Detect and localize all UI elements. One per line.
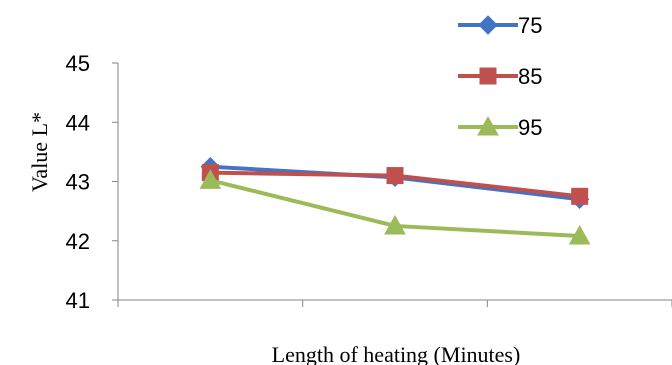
y-tick-label: 42 bbox=[66, 229, 90, 254]
legend: 75 85 95 bbox=[458, 13, 542, 140]
legend-item-85: 85 bbox=[458, 64, 542, 89]
legend-marker bbox=[478, 15, 498, 35]
legend-item-95: 95 bbox=[458, 115, 542, 140]
data-point bbox=[568, 224, 591, 245]
legend-label: 95 bbox=[518, 115, 542, 140]
data-point bbox=[386, 167, 404, 185]
y-tick-label: 44 bbox=[66, 110, 90, 135]
x-axis-title: Length of heating (Minutes) bbox=[272, 342, 521, 365]
y-tick-label: 45 bbox=[66, 51, 90, 76]
y-axis: 41 42 43 44 45 bbox=[66, 51, 119, 313]
data-point bbox=[384, 214, 406, 235]
series-layer bbox=[199, 156, 591, 245]
y-axis-title: Value L* bbox=[27, 112, 52, 192]
legend-label: 75 bbox=[518, 13, 542, 38]
legend-marker bbox=[479, 67, 497, 85]
data-point bbox=[571, 187, 589, 205]
legend-item-75: 75 bbox=[458, 13, 542, 38]
x-axis bbox=[117, 299, 672, 307]
legend-label: 85 bbox=[518, 64, 542, 89]
series-95 bbox=[199, 169, 591, 245]
data-point bbox=[199, 169, 222, 189]
y-tick-label: 43 bbox=[66, 170, 90, 195]
y-tick-label: 41 bbox=[66, 288, 90, 313]
legend-marker bbox=[477, 115, 499, 136]
